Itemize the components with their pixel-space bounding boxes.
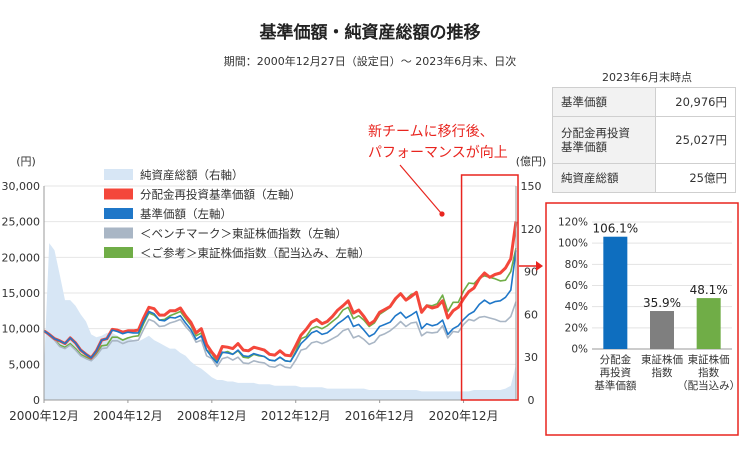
bar (650, 311, 674, 349)
right-axis-unit: (億円) (516, 155, 547, 168)
bar-chart-frame (545, 202, 739, 436)
connector-arrow (519, 261, 543, 271)
left-axis-unit: (円) (16, 155, 36, 168)
stats-table-header: 2023年6月末時点 (602, 71, 692, 84)
stats-row: 分配金再投資 基準価額 25,027円 (552, 116, 736, 164)
stats-row: 基準価額 20,976円 (552, 87, 736, 117)
bar-y-tick-label: 80% (565, 259, 588, 271)
legend: 純資産総額（右軸） 分配金再投資基準価額（左軸） 基準価額（左軸） ＜ベンチマーク＞東… (104, 168, 370, 260)
legend-swatch (104, 247, 133, 258)
bar-y-tick-label: 0% (571, 344, 588, 356)
legend-swatch (104, 208, 133, 219)
bar-value-label: 35.9% (643, 296, 681, 310)
x-tick-label: 2004年12月 (93, 409, 163, 423)
right-tick-label: 150 (521, 180, 542, 193)
left-tick-label: 25,000 (2, 216, 41, 229)
page-title: 基準価額・純資産総額の推移 (259, 23, 481, 43)
highlight-period-box (460, 174, 519, 401)
bar (696, 298, 721, 349)
legend-item-label: ＜ベンチマーク＞東証株価指数（左軸） (140, 227, 347, 241)
legend-item-label: 分配金再投資基準価額（左軸） (140, 188, 301, 202)
stats-table: 基準価額 20,976円 分配金再投資 基準価額 25,027円 純資産総額 2… (552, 87, 736, 193)
bar-value-label: 106.1% (592, 222, 638, 236)
right-tick-label: 0 (528, 394, 535, 407)
right-tick-label: 90 (524, 266, 538, 279)
left-tick-label: 20,000 (2, 251, 41, 264)
left-tick-label: 5,000 (9, 358, 41, 371)
legend-swatch (104, 188, 133, 200)
stats-label-aum: 純資産総額 (552, 163, 656, 193)
x-tick-label: 2012年12月 (261, 409, 331, 423)
right-tick-label: 30 (524, 351, 538, 364)
series-reinvested-nav-line (43, 221, 518, 361)
bar-value-label: 48.1% (690, 283, 728, 297)
right-tick-label: 120 (521, 223, 542, 236)
bar-y-tick-label: 120% (558, 217, 588, 229)
aum-area (44, 243, 516, 400)
bar-chart-bars: 106.1% 分配金再投資基準価額 35.9% 東証株価指数 48.1% 東証株価指数（配… (592, 222, 740, 392)
bar-y-tick-label: 20% (565, 322, 588, 334)
bar-category-label: 東証株価指数 (641, 353, 683, 379)
annotation-pointer (399, 164, 445, 217)
stats-row: 純資産総額 25億円 (552, 163, 736, 193)
bar-y-tick-label: 40% (565, 301, 588, 313)
left-tick-label: 0 (33, 394, 40, 407)
bar-category-label: 東証株価指数（配当込み） (677, 353, 740, 392)
left-tick-label: 15,000 (2, 287, 41, 300)
stats-label-nav: 基準価額 (552, 87, 656, 117)
stats-label-reinvested-nav: 分配金再投資 基準価額 (552, 116, 656, 164)
main-chart-lines (43, 221, 518, 369)
x-tick-label: 2008年12月 (177, 409, 247, 423)
legend-item-label: 純資産総額（右軸） (140, 168, 244, 182)
annotation-line-1: 新チームに移行後、 (368, 124, 494, 140)
main-chart-axes: 0 5,000 10,000 15,000 20,000 25,000 30,000 0 30 6… (2, 180, 542, 423)
series-topix-benchmark-line (43, 301, 517, 369)
bar-y-tick-label: 100% (558, 238, 588, 250)
bar (603, 236, 628, 349)
legend-swatch (104, 169, 133, 180)
stats-value-aum: 25億円 (655, 163, 736, 193)
series-nav-line (43, 250, 517, 364)
legend-item-label: 基準価額（左軸） (140, 207, 232, 221)
x-tick-label: 2016年12月 (345, 409, 415, 423)
legend-swatch (104, 227, 133, 239)
x-tick-label: 2020年12月 (429, 409, 499, 423)
right-tick-label: 60 (524, 308, 538, 321)
x-tick-label: 2000年12月 (9, 409, 79, 423)
legend-item-label: ＜ご参考＞東証株価指数（配当込み、左軸） (140, 246, 370, 260)
left-tick-label: 30,000 (2, 180, 41, 193)
annotation-line-2: パフォーマンスが向上 (368, 145, 508, 161)
stats-value-reinvested-nav: 25,027円 (655, 116, 736, 164)
left-tick-label: 10,000 (2, 323, 41, 336)
bar-category-label: 分配金再投資基準価額 (594, 353, 636, 392)
bar-y-tick-label: 60% (565, 280, 588, 292)
period-subtitle: 期間：2000年12月27日（設定日）～ 2023年6月末、日次 (223, 55, 517, 68)
